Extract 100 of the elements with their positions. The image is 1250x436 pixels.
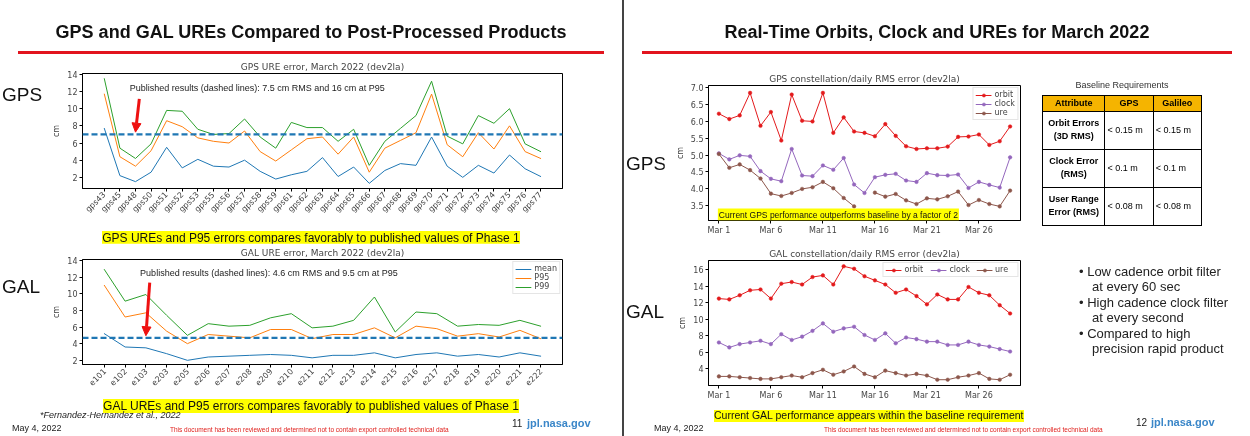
point (914, 146, 919, 152)
point (779, 138, 784, 143)
x-tick-label: Mar 1 (707, 390, 731, 400)
point (748, 340, 753, 345)
point (914, 294, 919, 299)
point (831, 372, 836, 377)
point (748, 154, 753, 159)
point (956, 172, 961, 177)
chart-title: GPS constellation/daily RMS error (dev2la) (769, 74, 960, 84)
point (789, 279, 794, 285)
point (997, 303, 1002, 308)
y-tick-label: 10 (693, 315, 704, 325)
point (737, 113, 742, 118)
point (1008, 155, 1013, 160)
point (820, 90, 825, 95)
text: Baseline Requirements (1074, 79, 1170, 92)
y-tick-label: 7.0 (690, 84, 704, 94)
y-tick-label: 2 (72, 173, 78, 183)
text: GPS UREs and P95 errors compares favorably to published values of Phase 1 (102, 231, 520, 245)
point (966, 203, 971, 208)
text: GAL (1, 275, 41, 299)
point (841, 326, 846, 331)
point (779, 179, 784, 184)
point (758, 176, 763, 181)
point (800, 173, 805, 178)
x-tick-label: Mar 21 (912, 225, 941, 235)
point (935, 339, 940, 344)
text: GAL (625, 300, 665, 324)
point (976, 132, 981, 137)
point (976, 342, 981, 347)
point (893, 290, 898, 295)
point (945, 173, 950, 178)
point (893, 171, 898, 176)
category-label: Attribute (1042, 95, 1105, 112)
point (914, 337, 919, 342)
legend-label: clock (994, 99, 1015, 108)
point (987, 344, 992, 349)
point (841, 195, 846, 201)
text: GPS and GAL UREs Compared to Post-Processed Products (54, 21, 568, 42)
point (904, 198, 909, 203)
point (987, 142, 992, 147)
y-tick-label: 5.0 (690, 151, 704, 161)
y-tick-label: 6.0 (690, 117, 704, 127)
chart-title: GAL constellation/daily RMS error (dev2la) (769, 249, 960, 259)
y-tick-label: 6 (72, 323, 78, 333)
point (748, 90, 753, 95)
point (737, 293, 742, 298)
point (758, 376, 763, 381)
point (748, 376, 753, 381)
y-tick-label: 14 (67, 70, 78, 80)
y-axis-title: cm (678, 316, 688, 330)
point (800, 375, 805, 380)
point (727, 374, 732, 379)
point (800, 282, 805, 287)
legend-label: mean (534, 264, 557, 273)
y-tick-label: 5.5 (690, 134, 704, 144)
point (727, 117, 732, 122)
point (997, 347, 1002, 352)
point (768, 191, 773, 196)
point (904, 144, 909, 149)
annotation: Published results (dashed lines): 4.6 cm RMS and 9.5 cm at P95 (140, 268, 398, 279)
point (924, 146, 929, 151)
point (831, 186, 836, 191)
point (976, 197, 981, 203)
point (820, 163, 825, 168)
point (758, 287, 763, 292)
y-tick-label: 14 (67, 256, 78, 266)
point (914, 202, 919, 207)
point (820, 367, 825, 372)
point (883, 122, 888, 127)
point (810, 328, 815, 333)
line-series (103, 93, 542, 173)
point (872, 337, 877, 343)
point (924, 339, 929, 344)
point (768, 376, 773, 381)
x-tick-label: Mar 11 (808, 225, 837, 235)
text: • High cadence clock filter at every second (1079, 295, 1229, 325)
text: Orbit Errors (3D RMS) (1042, 111, 1105, 150)
y-tick-label: 6 (698, 348, 704, 358)
point (841, 115, 846, 120)
point (1008, 372, 1013, 377)
point (758, 338, 763, 343)
point (904, 287, 909, 292)
point (935, 377, 940, 382)
text: Real-Time Orbits, Clock and UREs for March 2022 (723, 21, 1151, 42)
point (768, 296, 773, 301)
point (987, 202, 992, 207)
x-tick-label: Mar 21 (912, 390, 941, 400)
x-tick-label: Mar 11 (808, 390, 837, 400)
category-label: GPS (1104, 95, 1154, 112)
point (789, 146, 794, 152)
y-axis-title: cm (675, 146, 685, 160)
point (914, 371, 919, 376)
point (820, 273, 825, 278)
y-tick-label: 4 (72, 340, 78, 350)
point (1008, 124, 1013, 129)
legend-label: ure (994, 108, 1009, 117)
y-tick-label: 12 (67, 273, 78, 283)
point (924, 171, 929, 176)
point (872, 375, 877, 380)
